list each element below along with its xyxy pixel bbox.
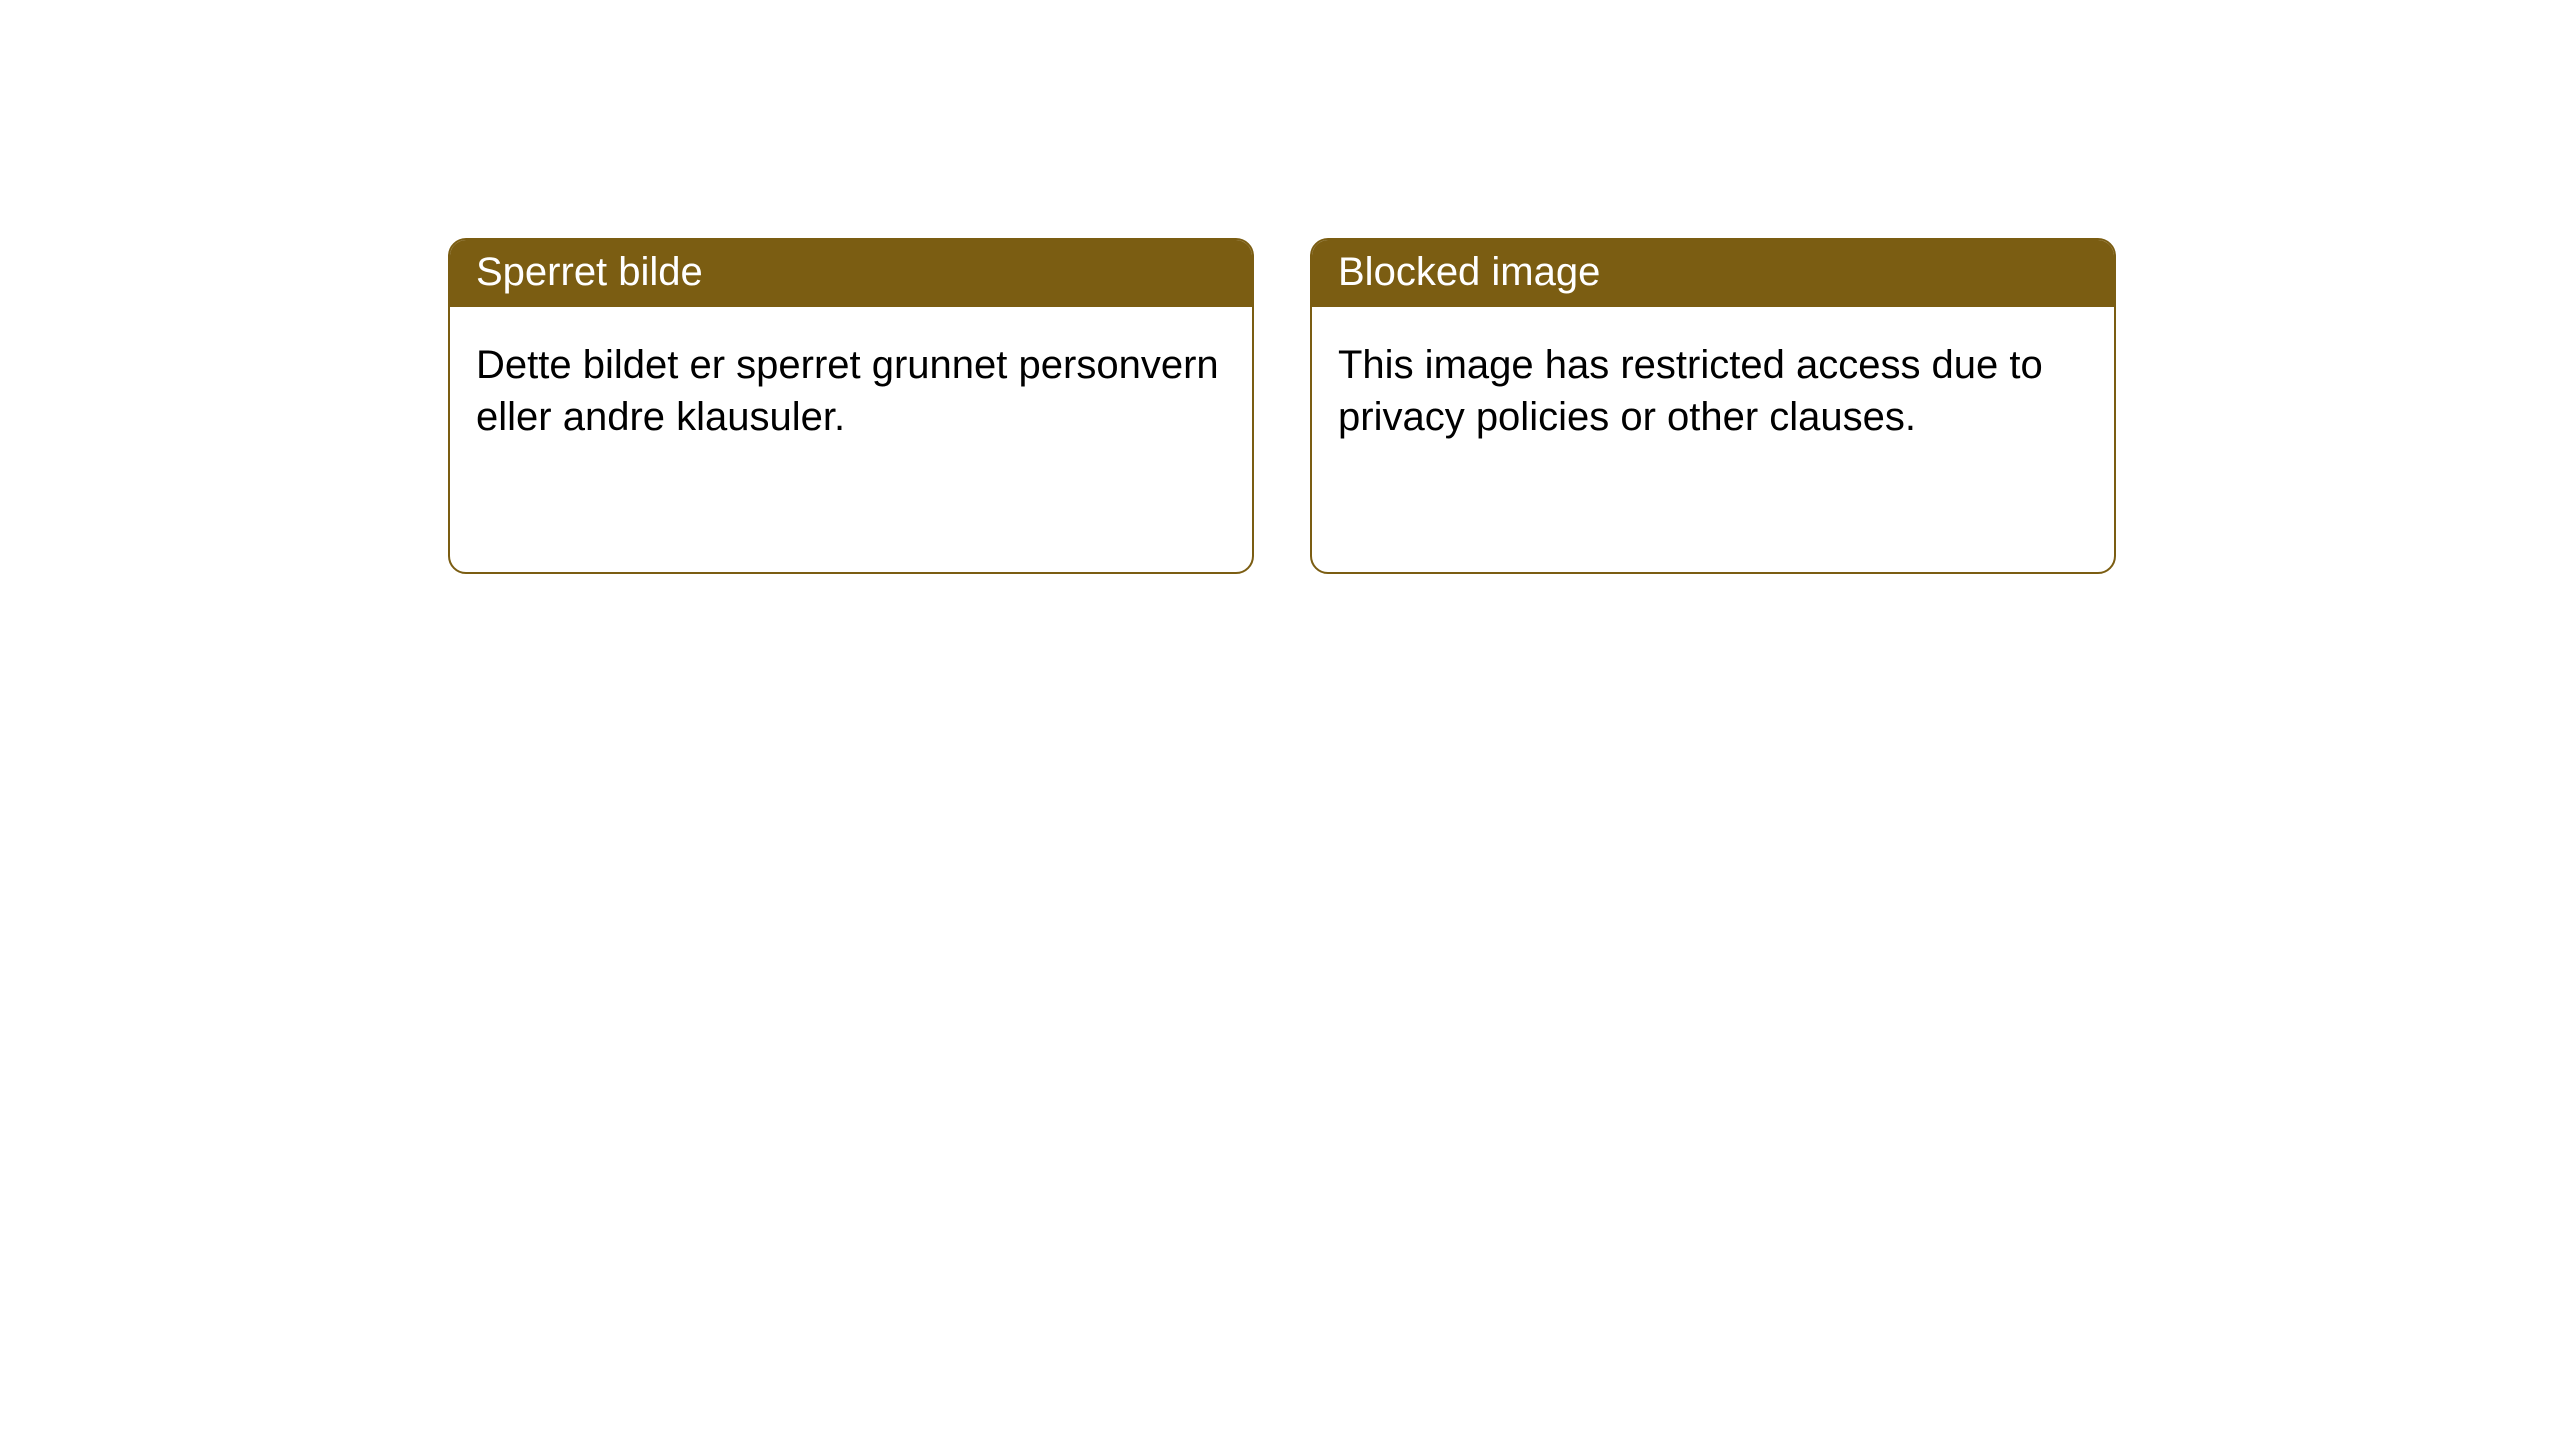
card-body-text: This image has restricted access due to … bbox=[1338, 343, 2043, 439]
notice-card-norwegian: Sperret bilde Dette bildet er sperret gr… bbox=[448, 238, 1254, 574]
card-body: This image has restricted access due to … bbox=[1312, 307, 2114, 475]
card-header: Sperret bilde bbox=[450, 240, 1252, 307]
card-body-text: Dette bildet er sperret grunnet personve… bbox=[476, 343, 1219, 439]
notice-cards-container: Sperret bilde Dette bildet er sperret gr… bbox=[0, 0, 2560, 574]
card-title: Sperret bilde bbox=[476, 250, 703, 294]
notice-card-english: Blocked image This image has restricted … bbox=[1310, 238, 2116, 574]
card-body: Dette bildet er sperret grunnet personve… bbox=[450, 307, 1252, 475]
card-header: Blocked image bbox=[1312, 240, 2114, 307]
card-title: Blocked image bbox=[1338, 250, 1600, 294]
